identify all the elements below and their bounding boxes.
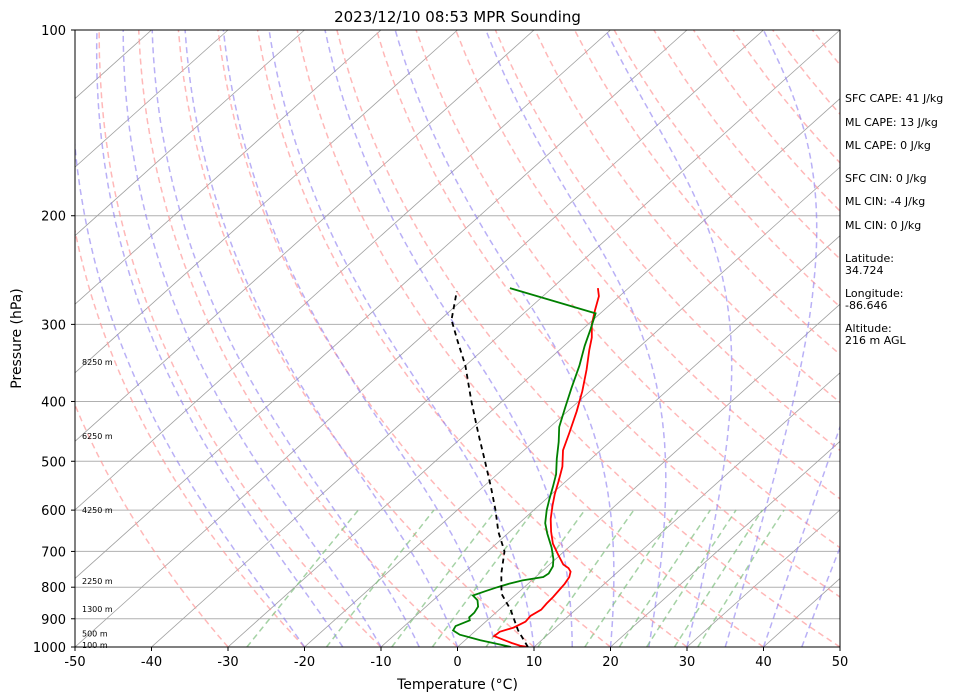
x-tick-label: -10 — [370, 655, 391, 670]
isotherm-line — [686, 509, 840, 647]
height-label: 2250 m — [82, 577, 113, 586]
moist-adiabat-line — [605, 30, 733, 647]
dry-adiabat-line — [534, 30, 840, 404]
height-label: 100 m — [82, 641, 108, 650]
isotherm-line — [457, 303, 840, 647]
dry-adiabat-line — [98, 30, 382, 647]
moist-adiabat-line — [324, 30, 574, 647]
isotherm-line — [533, 372, 840, 647]
side-info-text: Longitude: -86.646 — [845, 287, 904, 312]
y-tick-label: 800 — [41, 581, 66, 596]
moist-adiabat-line — [222, 30, 497, 647]
x-tick-label: -40 — [141, 655, 162, 670]
y-axis-title: Pressure (hPa) — [9, 288, 25, 388]
dry-adiabat-line — [217, 30, 611, 647]
isotherm-line — [610, 440, 840, 647]
mixing-ratio-line — [584, 509, 679, 647]
side-info-text: ML CIN: -4 J/kg — [845, 195, 926, 208]
side-info-text: Latitude: 34.724 — [845, 252, 894, 277]
moist-adiabat-line — [122, 30, 382, 647]
isotherm-line — [75, 30, 688, 579]
side-info-text: Altitude: 216 m AGL — [845, 322, 906, 347]
dry-adiabat-line — [415, 30, 840, 549]
height-label: 1300 m — [82, 605, 113, 614]
mixing-ratio-line — [537, 509, 635, 647]
y-tick-label: 600 — [41, 504, 66, 519]
x-tick-label: 10 — [526, 655, 543, 670]
chart-title: 2023/12/10 08:53 MPR Sounding — [334, 8, 581, 26]
mixing-ratio-line — [325, 509, 435, 647]
side-info-text: ML CAPE: 0 J/kg — [845, 139, 931, 152]
moist-adiabat-line — [724, 30, 818, 647]
x-tick-label: 0 — [453, 655, 461, 670]
dry-adiabat-line — [375, 30, 840, 598]
isotherm-line — [75, 30, 382, 305]
y-tick-label: 700 — [41, 545, 66, 560]
dry-adiabat-line — [573, 30, 840, 356]
isotherm-line — [304, 166, 840, 647]
dry-adiabat-line — [613, 30, 840, 308]
dry-adiabat-line — [296, 30, 764, 647]
isotherm-line — [151, 30, 840, 647]
x-tick-label: 40 — [755, 655, 772, 670]
plot-area: 8250 m 6250 m 4250 m 2250 m 1300 m 500 m 100 m… — [33, 24, 849, 670]
mixing-ratio-line — [697, 509, 785, 647]
x-tick-label: 50 — [832, 655, 849, 670]
side-info-text: ML CAPE: 13 J/kg — [845, 116, 938, 129]
y-tick-label: 300 — [41, 318, 66, 333]
isotherm-line — [75, 30, 611, 511]
dry-adiabat-line — [75, 227, 306, 647]
moist-adiabat-line — [184, 30, 459, 647]
x-tick-label: 30 — [679, 655, 696, 670]
dry-adiabat-line — [256, 30, 688, 647]
side-info-text: SFC CAPE: 41 J/kg — [845, 92, 944, 105]
isotherm-line — [75, 30, 229, 168]
x-axis-title: Temperature (°C) — [396, 677, 518, 693]
moist-adiabat-line — [268, 30, 535, 647]
y-tick-label: 1000 — [33, 641, 66, 656]
side-info-text: SFC CIN: 0 J/kg — [845, 172, 927, 185]
moist-adiabat-line — [95, 30, 344, 647]
mixing-ratio-line — [431, 509, 535, 647]
plot-layer — [75, 30, 840, 647]
dewpoint-profile-line — [451, 287, 597, 647]
y-tick-label: 200 — [41, 210, 66, 225]
height-label: 4250 m — [82, 506, 113, 515]
y-tick-label: 400 — [41, 395, 66, 410]
x-tick-label: -20 — [294, 655, 315, 670]
mixing-ratio-line — [645, 509, 737, 647]
height-label: 8250 m — [82, 358, 113, 367]
dry-adiabat-line — [137, 30, 459, 647]
height-label: 500 m — [82, 629, 108, 638]
x-tick-label: -50 — [64, 655, 85, 670]
x-tick-label: 20 — [602, 655, 619, 670]
isotherm-line — [227, 98, 840, 647]
mixing-ratio-line — [618, 509, 711, 647]
parcel-profile-line — [450, 290, 529, 647]
isotherm-line — [75, 30, 305, 237]
isotherm-line — [380, 235, 840, 647]
height-label: 6250 m — [82, 432, 113, 441]
mixing-ratio-line — [673, 509, 763, 647]
mixing-ratio-line — [246, 509, 359, 647]
dry-adiabat-line — [336, 30, 840, 647]
y-tick-label: 900 — [41, 613, 66, 628]
isotherm-line — [75, 30, 764, 647]
mixing-ratio-line — [391, 509, 497, 647]
moist-adiabat-line — [75, 137, 306, 647]
moist-adiabat-line — [151, 30, 420, 647]
dry-adiabat-line — [455, 30, 840, 500]
dry-adiabat-line — [494, 30, 840, 452]
moist-adiabat-line — [485, 30, 667, 647]
isotherm-line — [75, 30, 458, 374]
dry-adiabat-line — [177, 30, 535, 647]
mixing-ratio-line — [485, 509, 586, 647]
y-tick-label: 100 — [41, 24, 66, 39]
isotherm-line — [75, 30, 535, 442]
side-info-text: ML CIN: 0 J/kg — [845, 219, 922, 232]
y-tick-label: 500 — [41, 455, 66, 470]
temperature-profile-line — [492, 287, 600, 647]
x-tick-label: -30 — [217, 655, 238, 670]
